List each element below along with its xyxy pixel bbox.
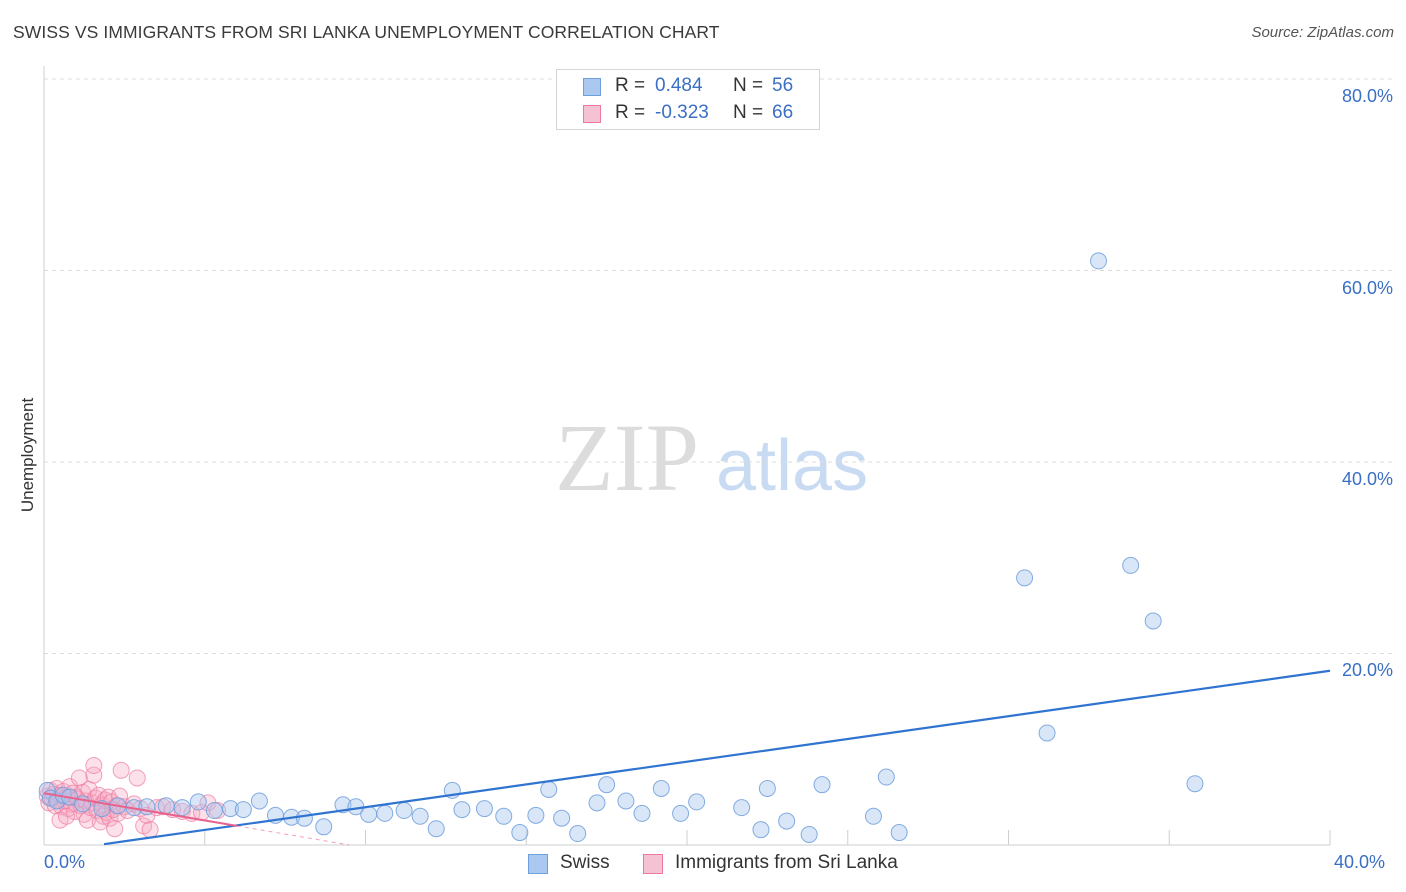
bottom-legend-swatch-srilanka bbox=[643, 854, 663, 874]
y-tick-label-20: 20.0% bbox=[1341, 660, 1393, 680]
swiss-point-35 bbox=[553, 809, 571, 827]
srilanka-point-33 bbox=[91, 813, 109, 831]
swiss-point-25 bbox=[395, 802, 413, 820]
swiss-point-20 bbox=[315, 818, 333, 836]
swiss-point-31 bbox=[495, 807, 513, 825]
swiss-point-26 bbox=[411, 807, 429, 825]
watermark-zip: ZIP bbox=[555, 404, 699, 511]
swiss-point-58 bbox=[1186, 775, 1204, 793]
trend-lines bbox=[43, 669, 1331, 846]
srilanka-point-54 bbox=[141, 821, 159, 839]
swiss-point-43 bbox=[688, 793, 706, 811]
legend-r-value-swiss: 0.484 bbox=[655, 75, 703, 96]
swiss-point-50 bbox=[864, 807, 882, 825]
swiss-point-10 bbox=[157, 797, 175, 815]
swiss-point-40 bbox=[633, 804, 651, 822]
bottom-legend-swatch-swiss bbox=[528, 854, 548, 874]
legend-r-label: R = bbox=[615, 102, 646, 123]
y-tick-label-80: 80.0% bbox=[1341, 86, 1393, 106]
legend-swatch-swiss bbox=[583, 78, 601, 96]
y-tick-label-40: 40.0% bbox=[1341, 469, 1393, 489]
legend-n-value-srilanka: 66 bbox=[772, 102, 794, 123]
watermark: ZIP atlas bbox=[555, 404, 868, 511]
x-tick-label-0: 0.0% bbox=[44, 852, 86, 872]
legend-swatch-srilanka bbox=[583, 105, 601, 123]
swiss-point-41 bbox=[652, 780, 670, 798]
swiss-point-54 bbox=[1038, 724, 1056, 742]
srilanka-point-64 bbox=[58, 807, 76, 825]
swiss-point-47 bbox=[778, 812, 796, 830]
srilanka-trend-line bbox=[43, 792, 238, 827]
swiss-point-33 bbox=[527, 806, 545, 824]
srilanka-point-50 bbox=[128, 769, 146, 787]
chart-title: SWISS VS IMMIGRANTS FROM SRI LANKA UNEMP… bbox=[13, 22, 720, 42]
srilanka-trend-extension bbox=[236, 825, 350, 846]
swiss-point-44 bbox=[733, 799, 751, 817]
swiss-point-42 bbox=[672, 804, 690, 822]
legend-n-label: N = bbox=[733, 75, 764, 96]
axes bbox=[43, 66, 1331, 846]
swiss-point-45 bbox=[752, 821, 770, 839]
swiss-point-24 bbox=[376, 804, 394, 822]
swiss-point-15 bbox=[234, 801, 252, 819]
swiss-point-38 bbox=[598, 776, 616, 794]
bottom-legend-label-swiss: Swiss bbox=[560, 852, 610, 873]
swiss-point-29 bbox=[453, 801, 471, 819]
y-tick-label-60: 60.0% bbox=[1341, 278, 1393, 298]
swiss-point-57 bbox=[1144, 612, 1162, 630]
grid-lines bbox=[44, 78, 1392, 654]
srilanka-point-46 bbox=[112, 761, 130, 779]
swiss-point-48 bbox=[800, 825, 818, 843]
swiss-point-46 bbox=[758, 780, 776, 798]
swiss-point-51 bbox=[877, 768, 895, 786]
legend-r-label: R = bbox=[615, 75, 646, 96]
srilanka-point-29 bbox=[85, 766, 103, 784]
swiss-point-32 bbox=[511, 824, 529, 842]
legend-n-label: N = bbox=[733, 102, 764, 123]
swiss-point-36 bbox=[569, 825, 587, 843]
swiss-point-52 bbox=[890, 824, 908, 842]
swiss-point-55 bbox=[1090, 252, 1108, 270]
swiss-point-19 bbox=[295, 809, 313, 827]
swiss-point-14 bbox=[221, 800, 239, 818]
swiss-point-39 bbox=[617, 792, 635, 810]
swiss-point-16 bbox=[250, 792, 268, 810]
swiss-point-11 bbox=[173, 799, 191, 817]
legend-n-value-swiss: 56 bbox=[772, 75, 794, 96]
swiss-point-23 bbox=[360, 805, 378, 823]
data-points bbox=[38, 252, 1204, 843]
x-tick-label-40: 40.0% bbox=[1334, 852, 1386, 872]
srilanka-point-23 bbox=[75, 805, 93, 823]
srilanka-point-42 bbox=[106, 820, 124, 838]
bottom-legend-label-srilanka: Immigrants from Sri Lanka bbox=[675, 852, 898, 873]
swiss-point-56 bbox=[1122, 556, 1140, 574]
swiss-point-37 bbox=[588, 794, 606, 812]
swiss-point-27 bbox=[427, 820, 445, 838]
swiss-point-53 bbox=[1016, 569, 1034, 587]
swiss-point-34 bbox=[540, 780, 558, 798]
srilanka-point-65 bbox=[85, 757, 103, 775]
watermark-atlas: atlas bbox=[716, 426, 868, 506]
swiss-point-30 bbox=[475, 800, 493, 818]
swiss-trend-line bbox=[103, 669, 1331, 846]
swiss-point-12 bbox=[189, 793, 207, 811]
swiss-point-49 bbox=[813, 776, 831, 794]
correlation-legend: R = 0.484 N = 56 R = -0.323 N = 66 bbox=[556, 69, 820, 130]
source-label: Source: ZipAtlas.com bbox=[1251, 24, 1394, 41]
swiss-point-13 bbox=[205, 802, 223, 820]
legend-r-value-srilanka: -0.323 bbox=[655, 102, 709, 123]
srilanka-point-20 bbox=[70, 769, 88, 787]
